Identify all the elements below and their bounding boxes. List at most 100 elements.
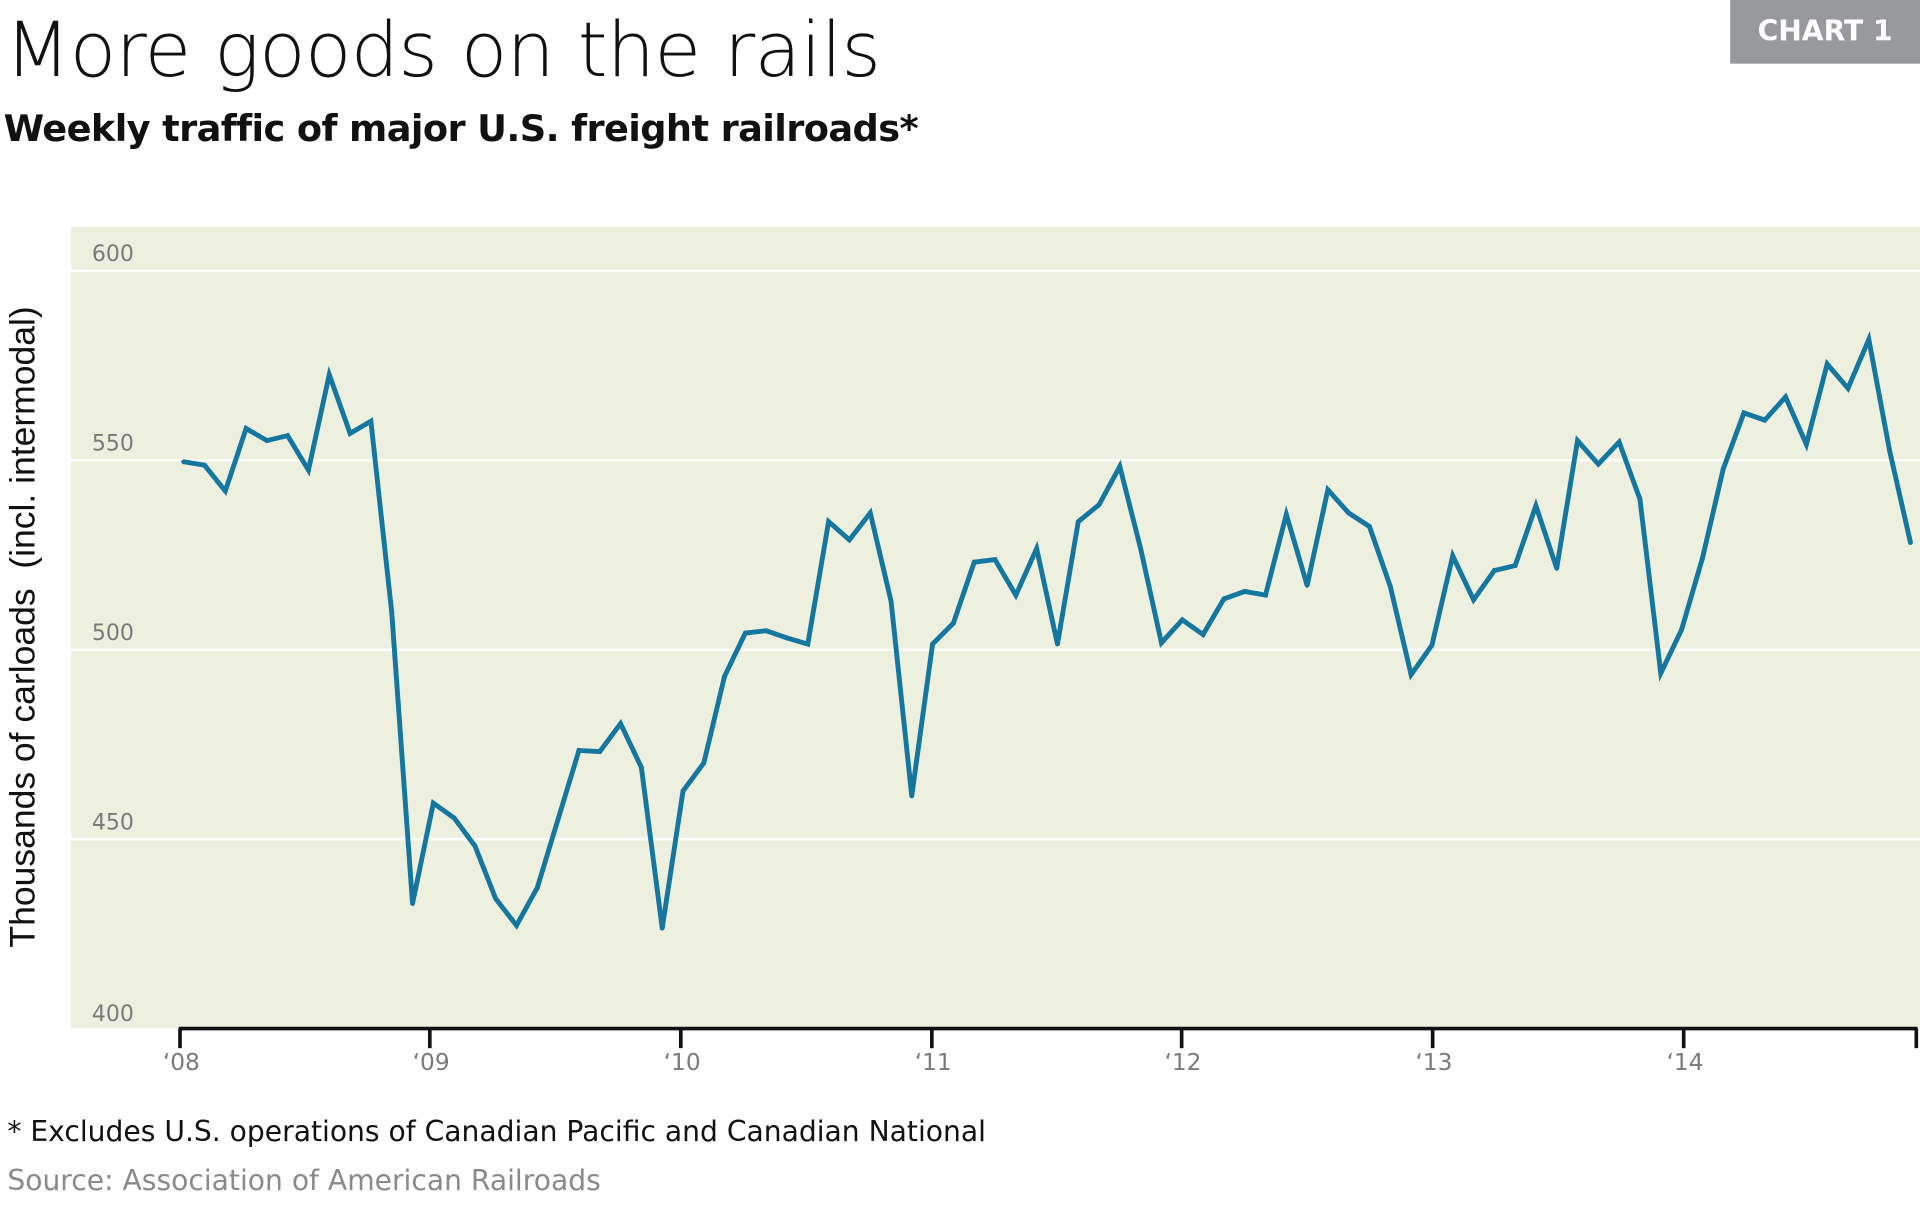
- data-point: [659, 925, 665, 931]
- data-point: [909, 793, 915, 799]
- data-point: [1658, 670, 1664, 676]
- y-axis-title: Thousands of carloads (incl. intermodal): [2, 306, 42, 947]
- data-point: [784, 635, 790, 641]
- data-point: [1221, 596, 1227, 602]
- data-point: [1304, 582, 1310, 588]
- source-note: Source: Association of American Railroad…: [7, 1165, 601, 1198]
- data-point: [1429, 642, 1435, 648]
- data-point: [1096, 502, 1102, 508]
- data-point: [1242, 588, 1248, 594]
- data-point: [1533, 503, 1539, 509]
- data-point: [1554, 565, 1560, 571]
- data-point: [1346, 510, 1352, 516]
- data-point: [1450, 553, 1456, 559]
- data-point: [1616, 439, 1622, 445]
- data-point: [1637, 496, 1643, 502]
- x-tick-label: ‘14: [1667, 1049, 1704, 1076]
- data-point: [971, 559, 977, 565]
- data-point: [202, 462, 207, 468]
- data-point: [1907, 540, 1913, 545]
- data-point: [1762, 417, 1768, 423]
- data-point: [1471, 597, 1476, 603]
- data-point: [1200, 632, 1206, 638]
- data-point: [1512, 563, 1518, 569]
- x-tick-label: ‘10: [664, 1049, 701, 1076]
- data-point: [846, 537, 852, 543]
- data-point: [722, 673, 728, 679]
- plot-background: [71, 226, 1920, 1029]
- data-point: [680, 788, 686, 794]
- data-point: [1013, 592, 1019, 598]
- data-point: [1575, 438, 1580, 444]
- data-point: [826, 519, 832, 525]
- data-point: [181, 459, 187, 465]
- data-point: [930, 641, 936, 647]
- data-point: [306, 467, 311, 473]
- data-point: [1679, 627, 1685, 633]
- data-point: [410, 901, 415, 906]
- data-point: [1699, 555, 1705, 561]
- data-point: [389, 609, 395, 615]
- y-tick-label: 400: [92, 1002, 134, 1027]
- data-point: [1075, 519, 1081, 525]
- data-point: [347, 430, 353, 436]
- data-point: [1159, 640, 1164, 646]
- data-point: [1325, 487, 1331, 493]
- data-point: [1263, 592, 1268, 598]
- data-point: [1824, 361, 1830, 367]
- y-tick-label: 500: [92, 621, 134, 646]
- y-tick-label: 550: [92, 431, 134, 456]
- data-point: [222, 488, 228, 494]
- data-point: [1803, 441, 1809, 447]
- data-point: [472, 843, 478, 849]
- y-tick-label: 600: [92, 242, 134, 267]
- data-point: [618, 721, 624, 727]
- data-point: [1367, 524, 1372, 530]
- data-point: [763, 628, 769, 634]
- chart-badge: CHART 1: [1730, 0, 1920, 64]
- data-point: [1491, 568, 1497, 573]
- data-point: [430, 800, 436, 806]
- data-point: [805, 641, 811, 647]
- data-point: [1720, 466, 1726, 472]
- data-point: [701, 760, 707, 766]
- data-point: [1283, 512, 1289, 517]
- data-point: [1179, 617, 1185, 623]
- data-point: [326, 372, 332, 378]
- data-point: [888, 598, 894, 604]
- data-point: [493, 896, 499, 902]
- data-point: [555, 816, 561, 822]
- data-point: [992, 557, 998, 562]
- data-point: [1054, 641, 1060, 647]
- data-point: [514, 923, 519, 928]
- data-point: [1138, 546, 1144, 552]
- x-tick-label: ‘13: [1416, 1049, 1453, 1076]
- data-point: [451, 815, 457, 821]
- data-point: [264, 438, 270, 444]
- data-point: [1783, 394, 1789, 400]
- data-point: [1887, 448, 1893, 454]
- data-point: [867, 510, 873, 516]
- data-point: [742, 630, 748, 636]
- x-tick-label: ‘08: [163, 1049, 200, 1076]
- x-tick-label: ‘12: [1164, 1049, 1201, 1076]
- series-line: [183, 331, 1913, 930]
- data-point: [1595, 461, 1601, 467]
- data-point: [1034, 546, 1040, 552]
- data-point: [1845, 385, 1851, 391]
- data-point: [368, 418, 374, 424]
- footnote: * Excludes U.S. operations of Canadian P…: [7, 1116, 986, 1149]
- chart-subtitle: Weekly traffic of major U.S. freight rai…: [3, 107, 919, 151]
- chart-title: More goods on the rails: [4, 4, 881, 95]
- y-tick-label: 450: [92, 810, 134, 835]
- data-point: [1387, 583, 1393, 589]
- data-point: [243, 426, 249, 431]
- x-tick-label: ‘09: [413, 1049, 450, 1076]
- data-point: [1117, 463, 1123, 469]
- data-point: [534, 885, 540, 891]
- data-point: [597, 749, 603, 755]
- data-point: [950, 620, 956, 626]
- data-point: [638, 765, 644, 770]
- data-point: [1741, 410, 1747, 416]
